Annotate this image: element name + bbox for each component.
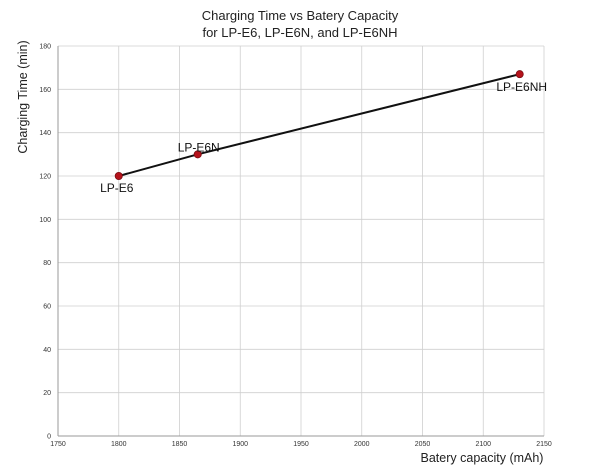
x-tick-label: 1950 bbox=[293, 441, 309, 448]
data-point-label: LP-E6NH bbox=[496, 80, 547, 94]
data-point-label: LP-E6 bbox=[100, 181, 134, 195]
chart-title: Charging Time vs Batery Capacity bbox=[202, 8, 399, 23]
data-point-marker bbox=[515, 70, 524, 79]
tick-labels: 1750 1800 1850 1900 1950 2000 2050 2100 2150 0 20 4… bbox=[39, 44, 552, 449]
y-tick-label: 0 bbox=[47, 434, 51, 441]
axes bbox=[57, 46, 544, 437]
y-axis-title: Charging Time (min) bbox=[16, 40, 30, 153]
y-tick-label: 40 bbox=[43, 347, 51, 354]
x-tick-label: 2150 bbox=[536, 441, 552, 448]
x-tick-label: 1900 bbox=[232, 441, 248, 448]
x-tick-label: 1800 bbox=[111, 441, 127, 448]
y-tick-label: 160 bbox=[39, 87, 51, 94]
y-tick-label: 180 bbox=[39, 44, 51, 51]
x-tick-label: 1750 bbox=[50, 441, 66, 448]
y-tick-label: 60 bbox=[43, 304, 51, 311]
chart-subtitle: for LP-E6, LP-E6N, and LP-E6NH bbox=[202, 25, 397, 40]
x-tick-label: 2050 bbox=[415, 441, 431, 448]
x-axis-title: Batery capacity (mAh) bbox=[421, 451, 544, 465]
y-tick-label: 120 bbox=[39, 174, 51, 181]
y-tick-label: 140 bbox=[39, 130, 51, 137]
series bbox=[114, 70, 524, 180]
data-point-marker bbox=[114, 171, 123, 180]
grid bbox=[58, 45, 545, 436]
x-tick-label: 2100 bbox=[475, 441, 491, 448]
point-labels: LP-E6 LP-E6N LP-E6NH bbox=[100, 80, 547, 195]
y-tick-label: 100 bbox=[39, 217, 51, 224]
x-tick-label: 2000 bbox=[354, 441, 370, 448]
data-point-marker bbox=[193, 150, 202, 159]
y-tick-label: 80 bbox=[43, 260, 51, 267]
y-tick-label: 20 bbox=[43, 390, 51, 397]
data-point-label: LP-E6N bbox=[178, 140, 220, 154]
x-tick-label: 1850 bbox=[172, 441, 188, 448]
